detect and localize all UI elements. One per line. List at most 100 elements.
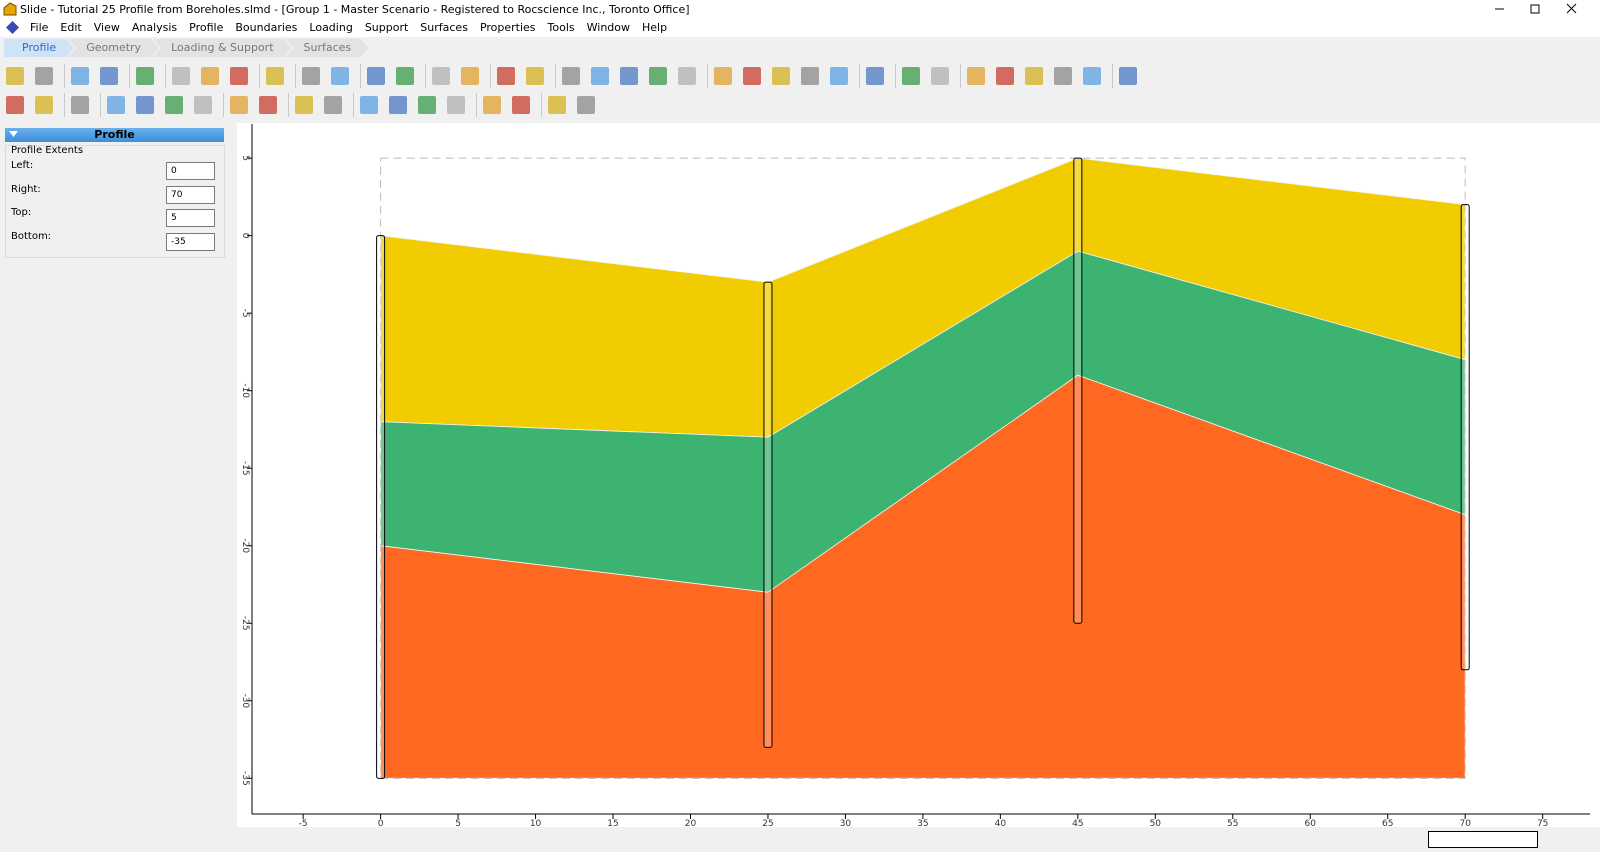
menu-item[interactable]: View [93, 21, 120, 34]
x-tick-label: 50 [1150, 819, 1162, 829]
borehole [763, 281, 773, 748]
toolbar-button[interactable] [1119, 67, 1137, 85]
toolbars [0, 60, 1600, 122]
panel-header[interactable]: Profile [5, 128, 224, 142]
toolbar-button[interactable] [201, 67, 219, 85]
toolbar-button[interactable] [497, 67, 515, 85]
toolbar-button[interactable] [743, 67, 761, 85]
toolbar-button[interactable] [1025, 67, 1043, 85]
toolbar-button[interactable] [6, 67, 24, 85]
window-controls[interactable] [1490, 0, 1600, 18]
toolbar-button[interactable] [6, 96, 24, 114]
toolbar-button[interactable] [512, 96, 530, 114]
field-input[interactable]: 0 [166, 162, 215, 180]
menu-item[interactable]: Surfaces [420, 21, 468, 34]
toolbar-button[interactable] [136, 96, 154, 114]
x-tick-label: 25 [762, 819, 773, 829]
toolbar-button[interactable] [678, 67, 696, 85]
toolbar-button[interactable] [432, 67, 450, 85]
workflow-tab[interactable]: Surfaces [286, 39, 370, 57]
y-tick-label: -25 [240, 616, 250, 631]
menu-item[interactable]: Properties [479, 21, 536, 34]
toolbar-button[interactable] [526, 67, 544, 85]
workflow-tab[interactable]: Profile [4, 39, 74, 57]
toolbar-button[interactable] [830, 67, 848, 85]
toolbar-button[interactable] [35, 96, 53, 114]
toolbar-button[interactable] [331, 67, 349, 85]
toolbar-button[interactable] [396, 67, 414, 85]
menu-item[interactable]: Analysis [131, 21, 178, 34]
toolbar-button[interactable] [389, 96, 407, 114]
toolbar-button[interactable] [100, 67, 118, 85]
toolbar-button[interactable] [165, 96, 183, 114]
menu-item[interactable]: Boundaries [235, 21, 298, 34]
toolbar-button[interactable] [1083, 67, 1101, 85]
toolbar-button[interactable] [136, 67, 154, 85]
toolbar-button[interactable] [107, 96, 125, 114]
workflow-tab[interactable]: Geometry [68, 39, 159, 57]
toolbar-button[interactable] [367, 67, 385, 85]
toolbar-button[interactable] [967, 67, 985, 85]
toolbar-button[interactable] [295, 96, 313, 114]
toolbar-separator [555, 64, 556, 88]
workflow-tab[interactable]: Loading & Support [153, 39, 291, 57]
field-input[interactable]: 70 [166, 185, 215, 204]
toolbar-button[interactable] [324, 96, 342, 114]
toolbar-separator [859, 64, 860, 88]
menu-item[interactable]: Loading [309, 21, 353, 34]
toolbar-button[interactable] [801, 67, 819, 85]
toolbar-button[interactable] [714, 67, 732, 85]
toolbar-button[interactable] [266, 67, 284, 85]
menu-item[interactable]: Help [642, 21, 668, 34]
toolbar-button[interactable] [620, 67, 638, 85]
toolbar-button[interactable] [461, 67, 479, 85]
toolbar-button[interactable] [902, 67, 920, 85]
toolbar-button[interactable] [35, 67, 53, 85]
toolbar-button[interactable] [548, 96, 566, 114]
x-tick-label: 35 [917, 819, 928, 829]
toolbar-button[interactable] [931, 67, 949, 85]
menu-item[interactable]: Support [364, 21, 409, 34]
y-tick-label: -5 [240, 309, 250, 318]
menu-item[interactable]: File [30, 21, 49, 34]
toolbar-button[interactable] [483, 96, 501, 114]
extents-group: Profile Extents [5, 145, 225, 258]
menu-item[interactable]: Window [586, 21, 631, 34]
toolbar-separator [1112, 64, 1113, 88]
toolbar-separator [223, 93, 224, 117]
toolbar-button[interactable] [866, 67, 884, 85]
menu-item[interactable]: Tools [547, 21, 575, 34]
toolbar-button[interactable] [577, 96, 595, 114]
toolbar-button[interactable] [71, 96, 89, 114]
x-tick-label: 45 [1072, 819, 1083, 829]
toolbar-button[interactable] [172, 67, 190, 85]
toolbar-button[interactable] [772, 67, 790, 85]
toolbar-button[interactable] [996, 67, 1014, 85]
toolbar-button[interactable] [71, 67, 89, 85]
toolbar-button[interactable] [591, 67, 609, 85]
borehole [1073, 157, 1083, 624]
toolbar-button[interactable] [230, 96, 248, 114]
field-input[interactable]: 5 [166, 209, 215, 227]
collapse-arrow[interactable] [9, 131, 18, 139]
toolbar-separator [960, 64, 961, 88]
y-tick-label: -30 [240, 693, 250, 708]
menu-item[interactable]: Profile [189, 21, 224, 34]
toolbar-button[interactable] [1054, 67, 1072, 85]
toolbar-button[interactable] [194, 96, 212, 114]
field-input[interactable]: -35 [166, 232, 215, 251]
toolbar-button[interactable] [562, 67, 580, 85]
toolbar-button[interactable] [360, 96, 378, 114]
x-tick-label: 65 [1382, 819, 1393, 829]
toolbar-button[interactable] [259, 96, 277, 114]
toolbar-separator [360, 64, 361, 88]
toolbar-separator [100, 93, 101, 117]
toolbar-button[interactable] [418, 96, 436, 114]
toolbar-button[interactable] [230, 67, 248, 85]
menu-item[interactable]: Edit [60, 21, 82, 34]
toolbar-button[interactable] [649, 67, 667, 85]
toolbar-button[interactable] [302, 67, 320, 85]
status-input[interactable] [1428, 831, 1538, 848]
toolbar-button[interactable] [447, 96, 465, 114]
